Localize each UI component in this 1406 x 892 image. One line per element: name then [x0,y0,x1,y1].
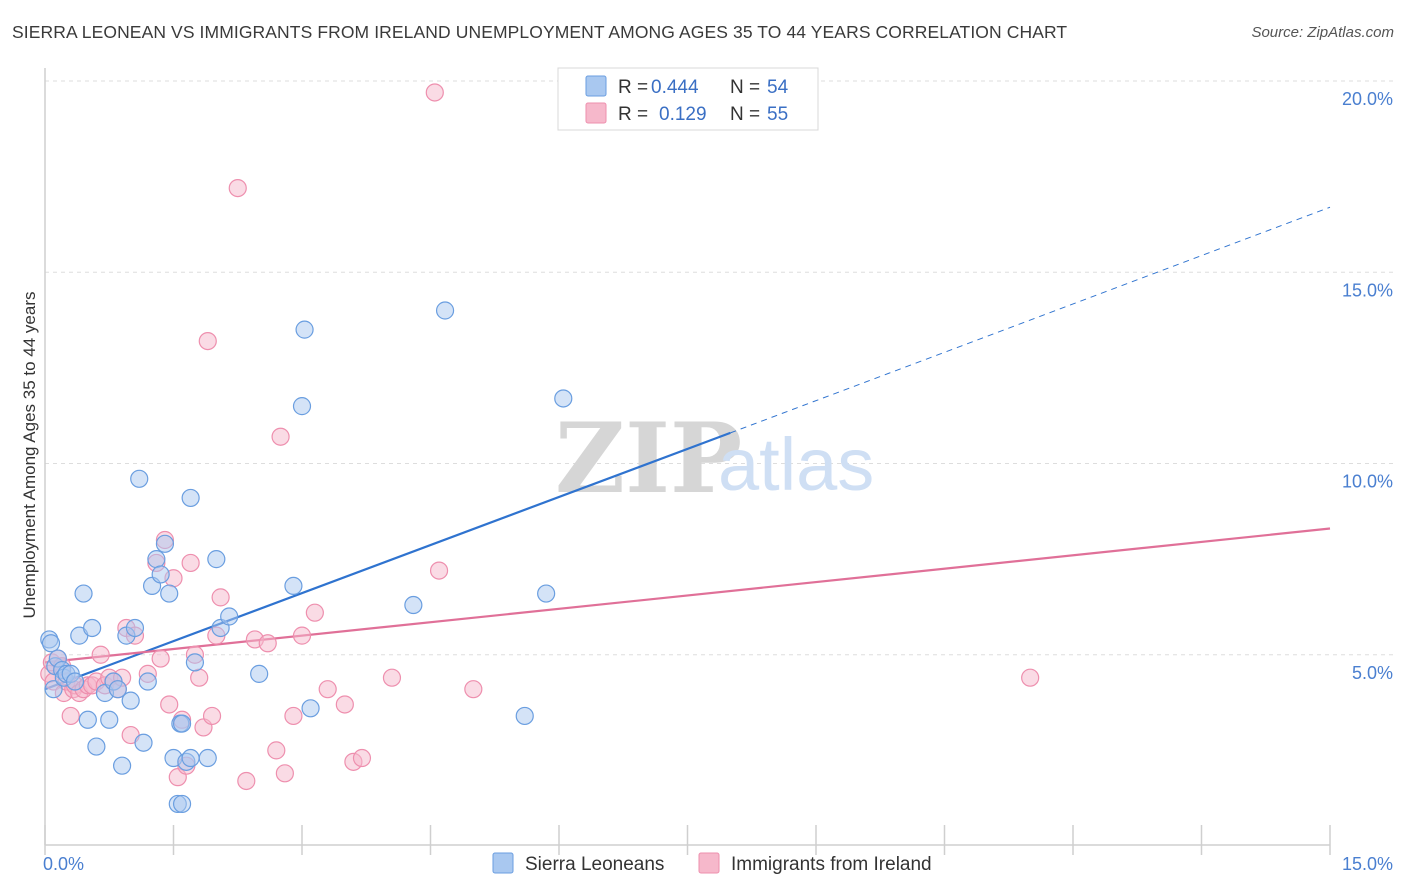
legend-n-label-2: N = [730,104,760,125]
y-axis-title: Unemployment Among Ages 35 to 44 years [20,292,39,619]
sierra-leonean-point-38 [181,488,200,508]
sierra-leonean-point-48 [301,699,320,718]
sierra-leonean-point-11 [74,584,93,603]
sierra-leonean-point-27 [147,550,166,569]
ireland-point-42 [237,771,256,791]
sierra-leonean-point-14 [87,737,106,756]
bottom-legend-label-ireland: Immigrants from Ireland [731,854,932,875]
bottom-legend-label-sierra: Sierra Leoneans [525,854,664,875]
ireland-point-35 [190,668,209,687]
ireland-point-15 [91,645,110,664]
sierra-leonean-point-22 [125,618,145,638]
watermark-zip: ZIP [555,402,742,515]
sierra-leonean-point-46 [292,397,312,416]
sierra-leonean-point-16 [100,710,119,729]
ireland-point-59 [1021,668,1040,687]
ireland-point-51 [318,680,337,699]
sierra-leonean-point-39 [185,653,205,672]
sierra-leonean-point-25 [138,672,157,691]
sierra-leonean-point-52 [537,584,556,603]
ireland-point-57 [429,561,449,580]
legend-n-value-1: 54 [767,77,789,98]
watermark-atlas: atlas [718,423,874,506]
ireland-point-56 [425,83,444,102]
chart-title: SIERRA LEONEAN VS IMMIGRANTS FROM IRELAN… [12,22,1068,42]
sierra-leonean-point-13 [83,618,102,638]
ireland-point-7 [61,706,80,726]
sierra-leonean-point-19 [112,756,132,775]
ireland-point-26 [151,649,170,668]
legend-n-label-1: N = [730,77,760,98]
watermark: ZIP atlas [555,402,874,515]
sierra-leonean-point-53 [554,389,573,408]
x-tick-label-1: 15.0% [1342,854,1393,874]
grid-lines [45,80,1395,656]
ireland-point-48 [284,706,303,726]
legend-r-label-2: R = [618,104,648,125]
sierra-trend-extension [730,206,1331,434]
ireland-point-46 [271,427,290,446]
legend-box: R = 0.444 N = 54 R = 0.129 N = 55 [557,67,819,131]
sierra-leonean-point-30 [160,584,179,603]
legend-r-value-2: 0.129 [659,104,707,125]
sierra-leonean-point-18 [108,680,127,699]
legend-n-value-2: 55 [767,104,788,125]
sierra-leonean-point-28 [151,565,170,584]
sierra-leonean-point-29 [155,534,175,553]
sierra-leonean-point-51 [515,706,534,726]
ireland-point-54 [352,748,372,768]
data-points [40,83,1040,814]
ireland-point-55 [382,668,402,687]
sierra-leonean-point-50 [435,301,455,320]
ireland-point-28 [160,695,179,714]
ireland-point-49 [292,626,312,645]
legend-swatch-pink [585,102,607,124]
chart-source: Source: ZipAtlas.com [1251,24,1394,41]
sierra-leonean-point-24 [134,733,153,752]
sierra-leonean-point-47 [295,320,314,339]
x-tick-label-0: 0.0% [43,854,84,874]
ireland-point-40 [211,588,230,607]
y-tick-label-3: 20.0% [1342,89,1393,109]
sierra-leonean-point-33 [172,794,192,814]
ireland-point-44 [258,634,277,653]
sierra-leonean-point-43 [220,607,239,626]
ireland-point-50 [305,603,324,622]
sierra-leonean-point-9 [65,672,85,691]
tick-labels: 5.0% 10.0% 15.0% 20.0% 0.0% 15.0% [43,89,1393,874]
sierra-leonean-point-12 [78,710,97,729]
ireland-point-38 [202,706,222,726]
ireland-trend-line [44,527,1331,664]
sierra-leonean-point-35 [172,714,192,733]
ireland-point-33 [181,553,200,573]
sierra-leonean-point-45 [284,576,303,596]
y-tick-label-0: 5.0% [1352,663,1393,683]
sierra-leonean-point-41 [207,550,226,569]
ireland-point-37 [198,332,217,351]
sierra-leonean-point-37 [181,748,200,768]
sierra-leonean-point-1 [41,634,61,653]
y-tick-label-1: 10.0% [1342,472,1393,492]
bottom-legend: Sierra Leoneans Immigrants from Ireland [492,852,932,875]
legend-swatch-blue [585,75,607,97]
legend-r-value-1: 0.444 [651,77,699,98]
sierra-leonean-point-49 [404,595,423,615]
bottom-legend-swatch-blue [492,852,514,874]
sierra-leonean-point-44 [250,664,269,683]
legend-r-label-1: R = [618,77,648,98]
ireland-point-41 [228,179,247,198]
axes [44,68,1331,855]
y-tick-label-2: 15.0% [1342,280,1393,300]
sierra-trend-line [44,431,731,691]
bottom-legend-swatch-pink [698,852,720,874]
ireland-point-47 [275,764,294,783]
ireland-point-45 [267,741,286,760]
sierra-leonean-point-2 [44,680,63,699]
sierra-leonean-point-21 [121,691,140,710]
ireland-point-52 [335,695,354,714]
sierra-leonean-point-40 [198,748,217,768]
ireland-point-58 [464,680,483,699]
sierra-leonean-point-23 [130,469,149,488]
